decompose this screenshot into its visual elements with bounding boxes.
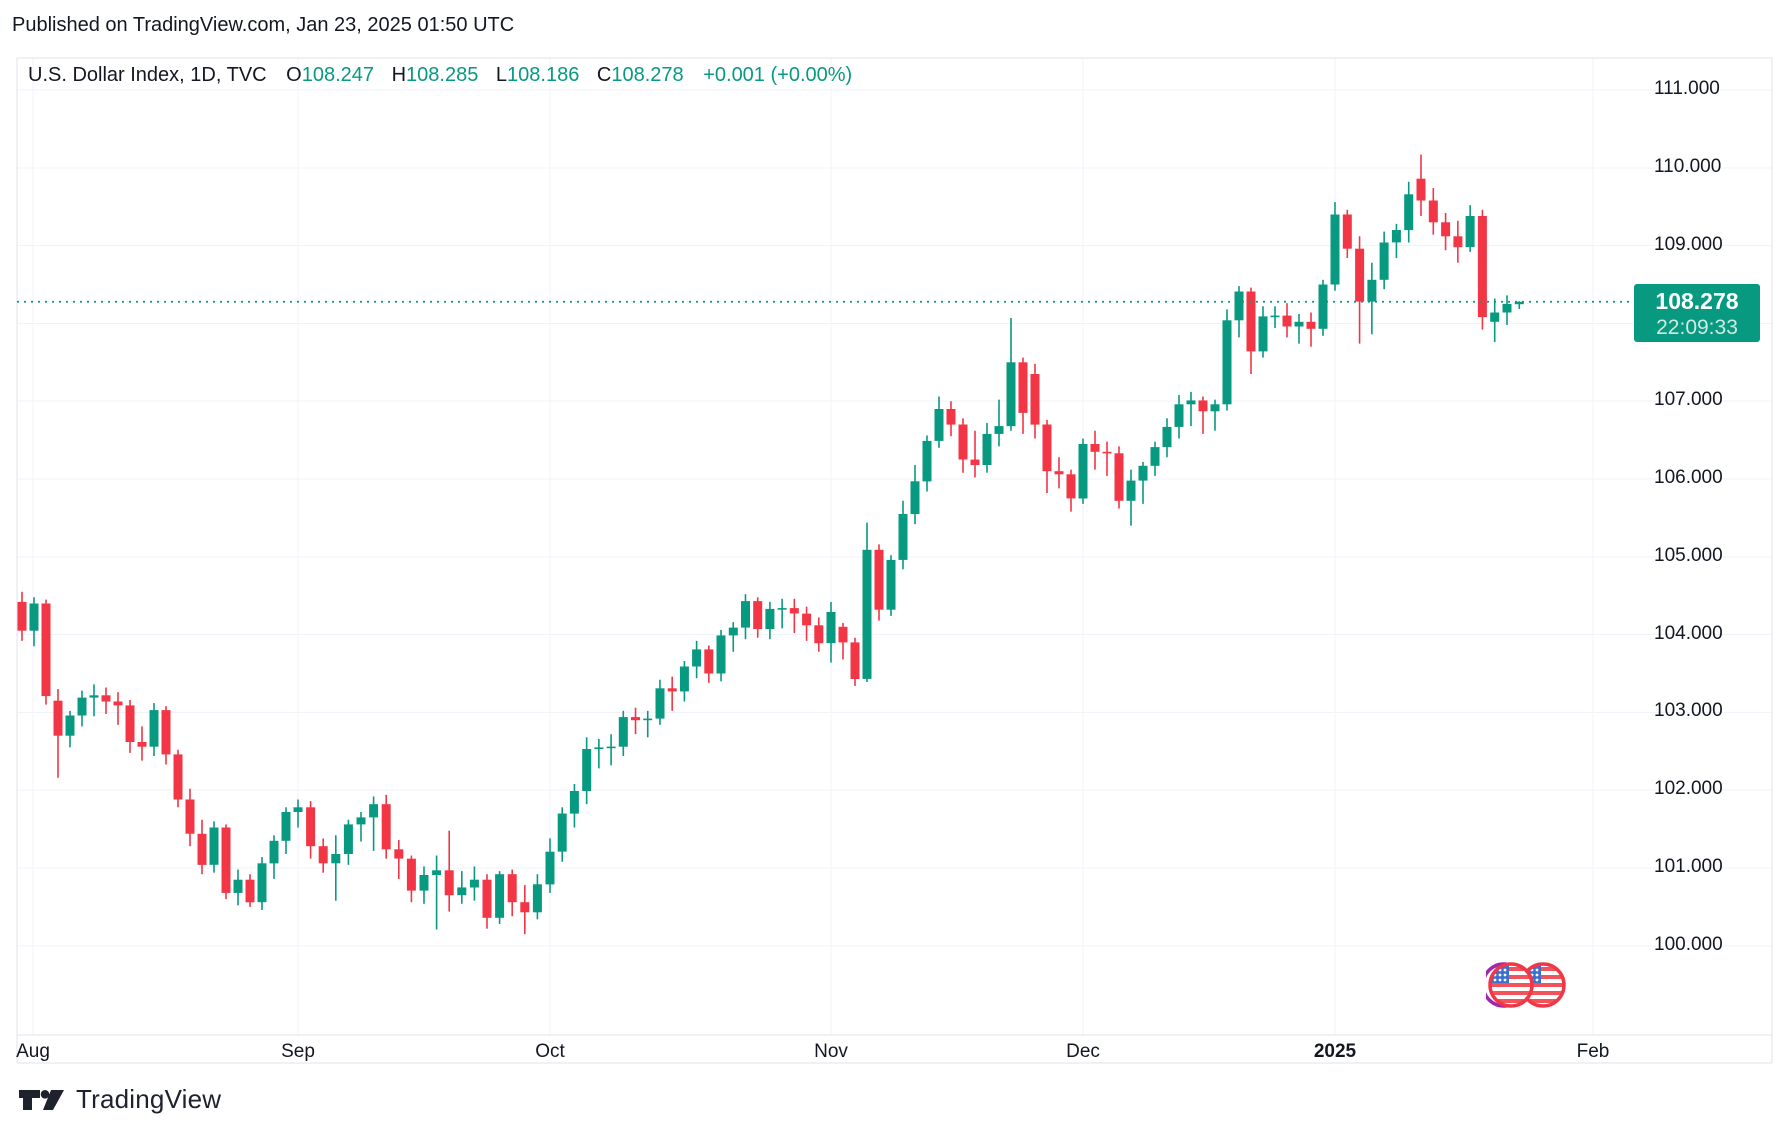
time-axis-label: Nov (814, 1041, 848, 1062)
last-price-badge: 108.278 22:09:33 (1634, 283, 1760, 342)
price-axis-label: 100.000 (1654, 933, 1723, 955)
time-axis-label: Sep (281, 1041, 315, 1062)
time-axis-label: Feb (1576, 1041, 1610, 1062)
time-axis-label: 2025 (1313, 1041, 1357, 1062)
high-value: 108.285 (406, 64, 479, 86)
low-value: 108.186 (507, 64, 580, 86)
low-label: L (495, 64, 508, 86)
change-value: +0.001 (+0.00%) (703, 64, 853, 86)
price-axis-label: 107.000 (1654, 389, 1723, 411)
time-axis-label: Dec (1066, 1041, 1100, 1062)
time-axis-label: Aug (16, 1041, 50, 1062)
price-axis-label: 110.000 (1654, 155, 1722, 177)
price-axis-label: 109.000 (1654, 233, 1723, 255)
bar-countdown-timer: 22:09:33 (1656, 315, 1738, 339)
tradingview-logo-text: TradingView (76, 1084, 222, 1114)
tradingview-logo-mark-icon (19, 1089, 64, 1110)
price-axis-label: 102.000 (1654, 778, 1723, 800)
last-price-value: 108.278 (1655, 287, 1739, 314)
price-axis-label: 105.000 (1654, 544, 1723, 566)
tradingview-logo[interactable]: TradingView (18, 1084, 221, 1115)
close-value: 108.278 (611, 64, 684, 86)
open-value: 108.247 (301, 64, 375, 86)
price-axis-label: 106.000 (1654, 467, 1723, 488)
candlestick-series (17, 154, 1524, 935)
high-label: H (391, 64, 407, 86)
chart-frame (16, 57, 1773, 1064)
price-axis-label: 104.000 (1654, 622, 1723, 644)
time-axis-label: Oct (535, 1041, 565, 1062)
symbol-legend: U.S. Dollar Index, 1D, TVC O108.247 H108… (28, 64, 852, 87)
published-caption: Published on TradingView.com, Jan 23, 20… (12, 14, 515, 36)
symbol-title: U.S. Dollar Index, 1D, TVC (28, 64, 267, 86)
price-axis-label: 103.000 (1654, 700, 1723, 722)
price-axis-label: 111.000 (1654, 78, 1720, 99)
price-axis-label: 101.000 (1654, 856, 1723, 877)
open-label: O (286, 64, 302, 86)
usd-flag-icon (1486, 962, 1566, 1008)
close-label: C (596, 64, 612, 86)
